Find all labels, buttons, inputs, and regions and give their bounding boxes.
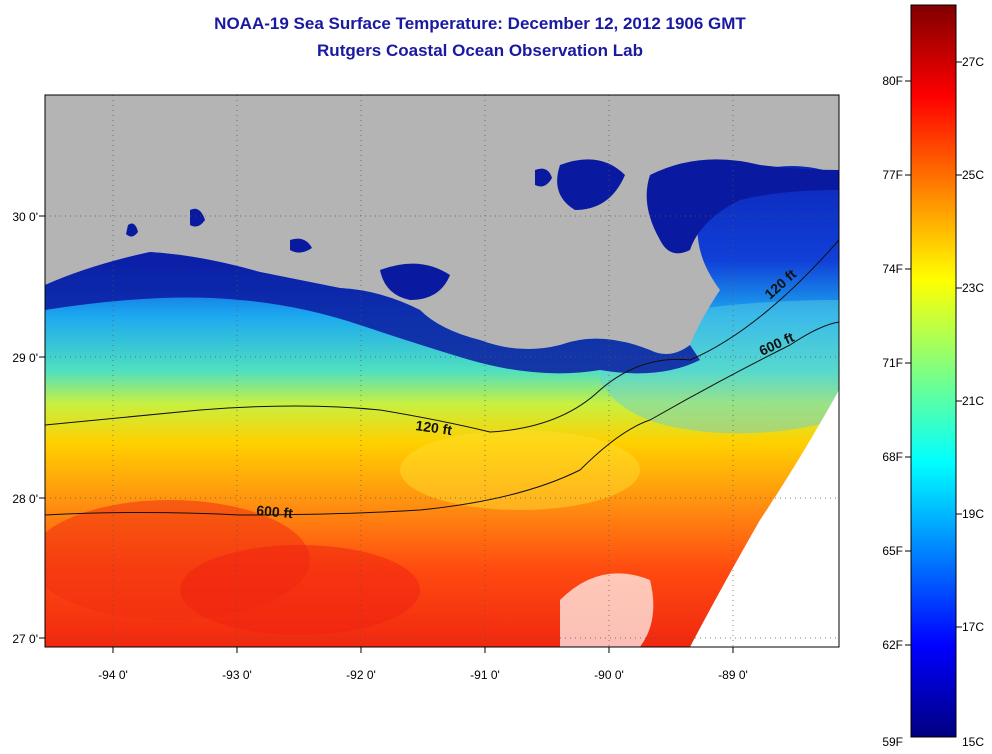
colorbar-c-label: 25C (962, 168, 984, 182)
map-title: NOAA-19 Sea Surface Temperature: Decembe… (214, 14, 746, 33)
colorbar-ticks (905, 61, 962, 646)
colorbar-c-label: 21C (962, 394, 984, 408)
lon-label: -94 0' (98, 668, 128, 682)
map-subtitle: Rutgers Coastal Ocean Observation Lab (317, 41, 643, 60)
contour-label: 120 ft (415, 417, 454, 438)
colorbar-f-label: 80F (882, 74, 903, 88)
lon-label: -89 0' (718, 668, 748, 682)
cool-swirl (400, 430, 640, 510)
inland-bay (380, 263, 450, 300)
lon-label: -91 0' (470, 668, 500, 682)
lat-label: 29 0' (12, 351, 38, 365)
colorbar-f-label: 77F (882, 168, 903, 182)
lat-label: 27 0' (12, 632, 38, 646)
colorbar-f-label: 71F (882, 356, 903, 370)
inland-lake (126, 223, 138, 237)
colorbar-f-label: 62F (882, 638, 903, 652)
colorbar-c-label: 19C (962, 507, 984, 521)
colorbar (910, 4, 957, 738)
colorbar-f-label: 68F (882, 450, 903, 464)
bathymetry-contours (44, 239, 840, 516)
contour-label: 600 ft (256, 502, 294, 521)
axis-ticks (39, 215, 734, 653)
inland-lake (290, 238, 312, 253)
lat-label: 30 0' (12, 210, 38, 224)
colorbar-f-label: 65F (882, 544, 903, 558)
contour-600ft (44, 321, 840, 516)
inland-lake (190, 208, 205, 227)
colorbar-c-label: 23C (962, 281, 984, 295)
cloud-cover (560, 573, 654, 647)
nearshore-cold-water (45, 252, 700, 374)
map-frame (44, 94, 840, 648)
colorbar-f-label: 74F (882, 262, 903, 276)
cloud-cover (690, 390, 839, 647)
colorbar-c-label: 27C (962, 55, 984, 69)
colorbar-c-label: 17C (962, 620, 984, 634)
inland-lake (535, 168, 552, 187)
lon-label: -90 0' (594, 668, 624, 682)
contour-120ft (44, 239, 840, 433)
lon-label: -92 0' (346, 668, 376, 682)
warm-eddy (180, 545, 420, 635)
lat-label: 28 0' (12, 492, 38, 506)
colorbar-c-label: 15C (962, 735, 984, 749)
inland-bay (646, 159, 839, 254)
inland-lake (557, 159, 625, 210)
graticule (45, 95, 839, 647)
lon-label: -93 0' (222, 668, 252, 682)
land (45, 95, 839, 354)
colorbar-f-label: 59F (882, 735, 903, 749)
